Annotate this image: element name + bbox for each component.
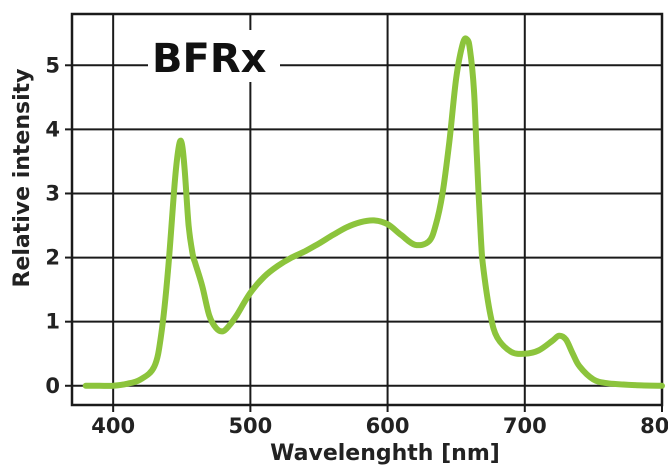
y-tick-label-1: 1 — [45, 310, 60, 334]
y-tick-label-2: 2 — [45, 246, 60, 270]
x-axis-label: Wavelenghth [nm] — [270, 441, 500, 466]
y-axis-label: Relative intensity — [10, 68, 35, 287]
y-tick-label-5: 5 — [45, 53, 60, 77]
x-tick-label-0: 400 — [91, 414, 135, 438]
series-layer — [82, 35, 665, 389]
chart-title-background — [148, 30, 280, 82]
y-tick-label-4: 4 — [45, 117, 60, 141]
x-tick-label-3: 700 — [503, 414, 547, 438]
plot-frame — [70, 12, 664, 407]
x-tick-label-2: 600 — [366, 414, 410, 438]
x-tick-label-1: 500 — [228, 414, 272, 438]
chart-title: BFRx — [152, 36, 267, 82]
spectrum-series-line-0 — [82, 35, 665, 389]
y-tick-label-3: 3 — [45, 181, 60, 205]
y-axis-ticks: 0 1 2 3 4 5 — [45, 53, 72, 398]
y-tick-label-0: 0 — [45, 374, 60, 398]
x-axis-ticks: 400 500 600 700 800 — [91, 405, 668, 438]
chart-title-group: BFRx — [148, 30, 280, 82]
x-tick-label-4: 800 — [640, 414, 668, 438]
